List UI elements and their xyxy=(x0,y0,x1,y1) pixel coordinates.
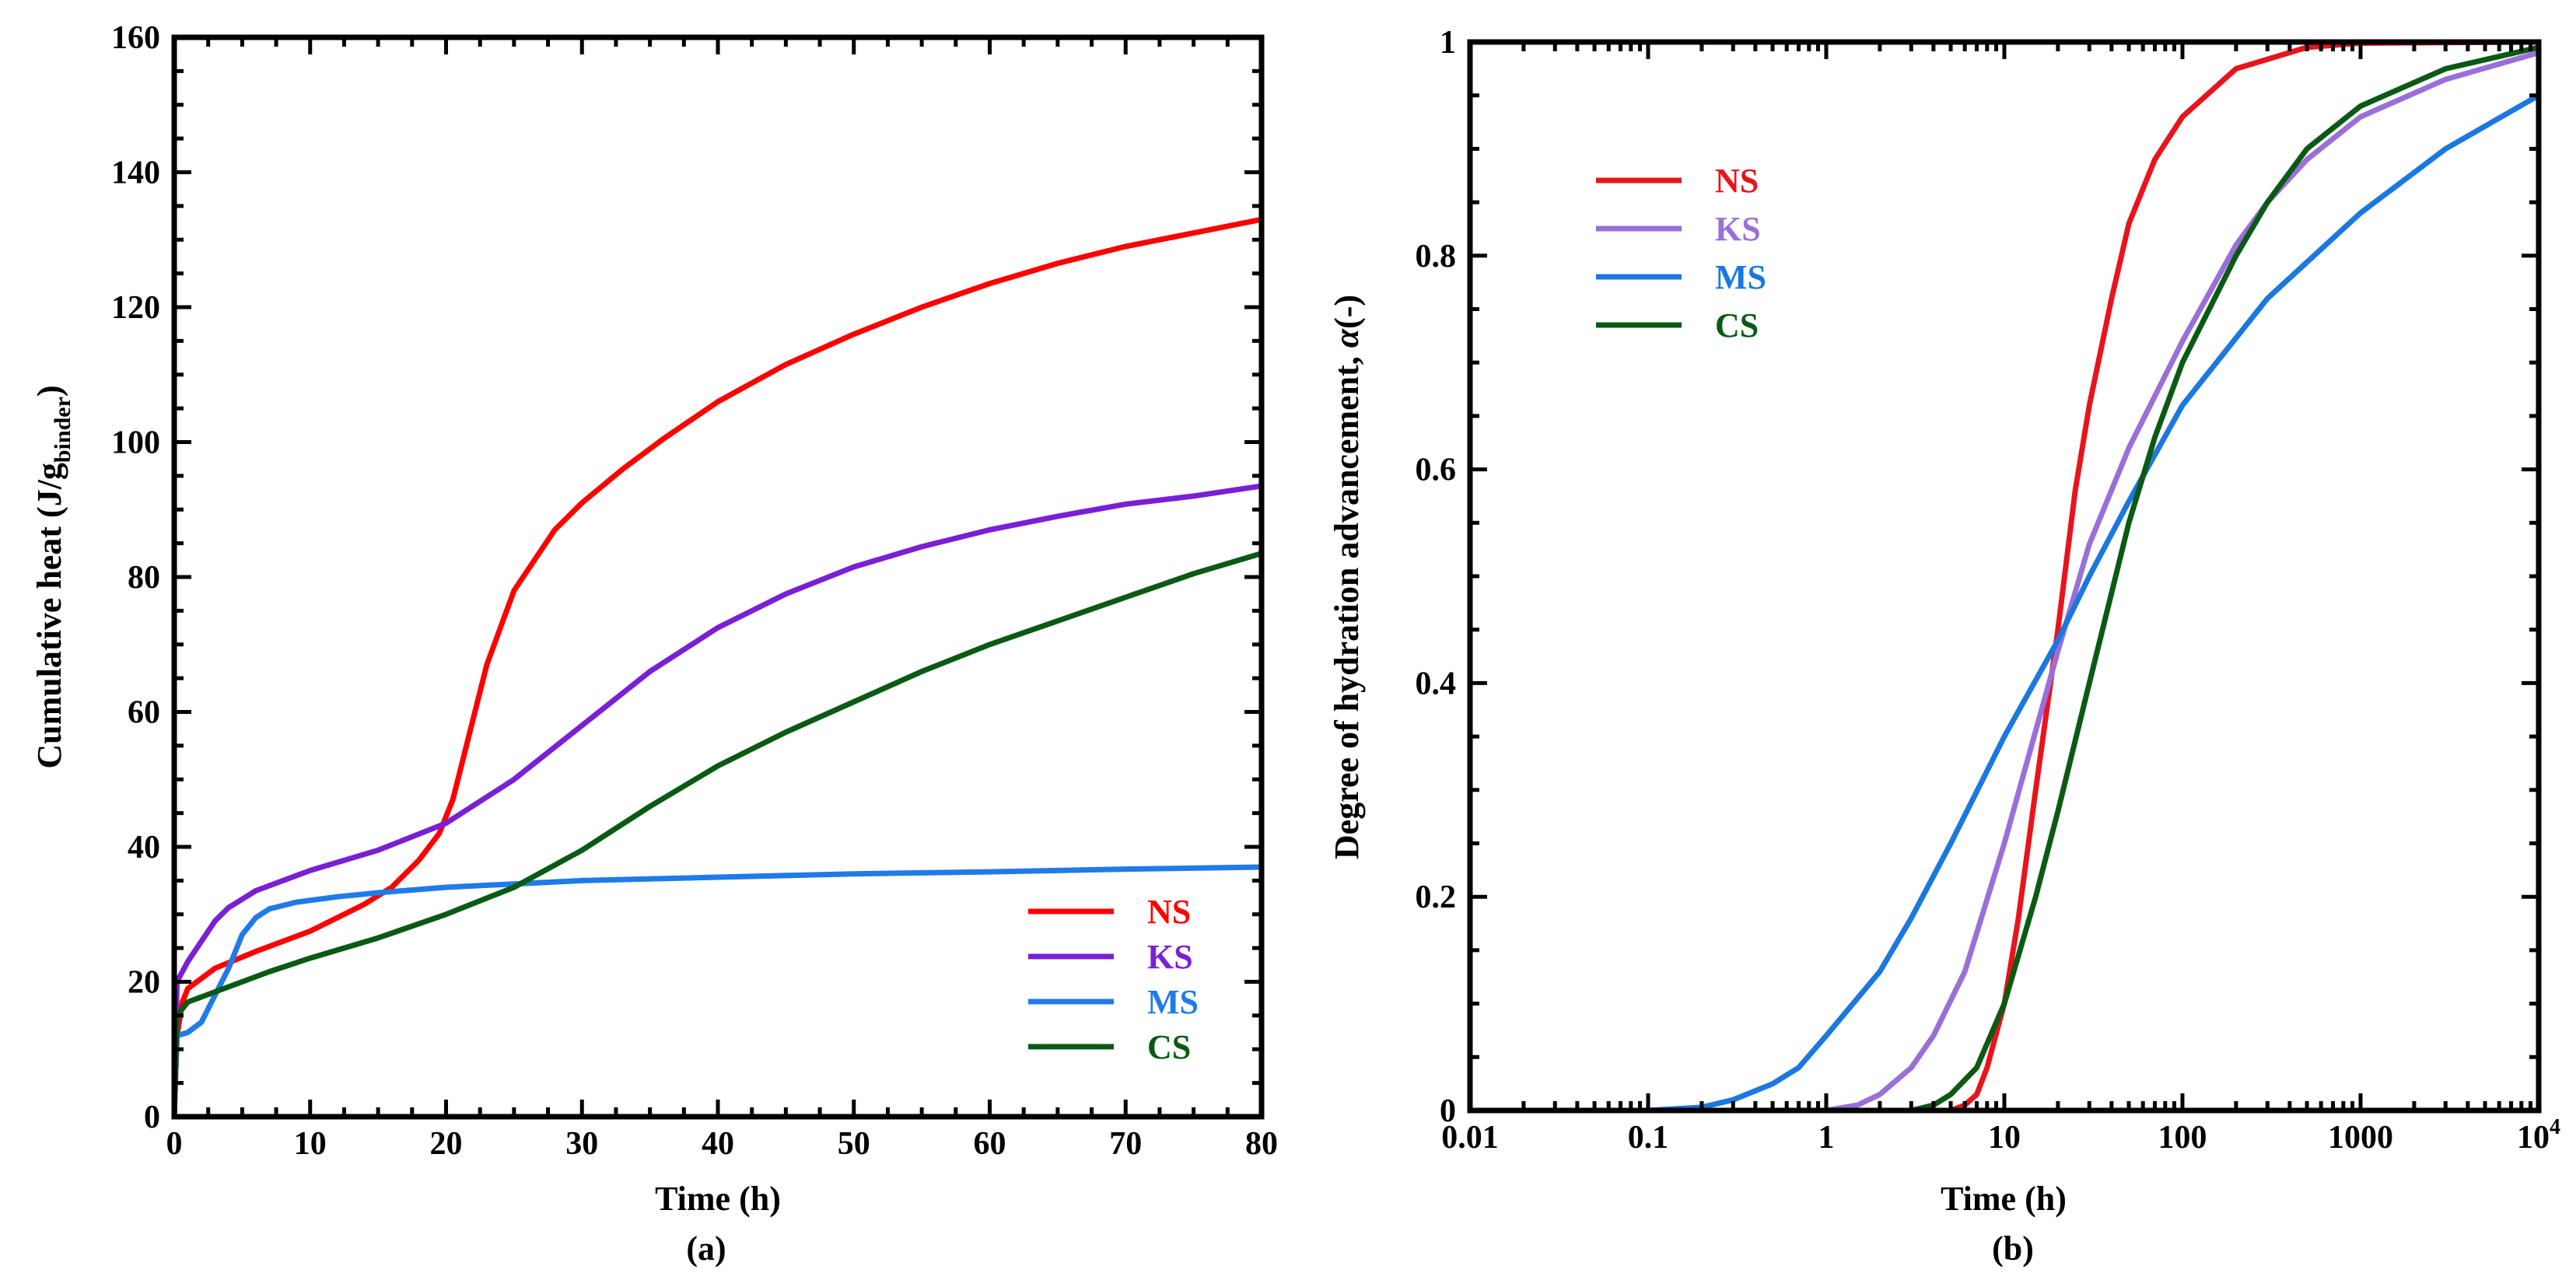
panel-b-series-cs xyxy=(1467,44,2542,1114)
panel-a-y-tick-label: 80 xyxy=(128,560,160,596)
panel-b-y-axis-label: Degree of hydration advancement, α(-) xyxy=(1328,295,1366,859)
panel-b-y-tick-label: 1 xyxy=(1440,25,1456,61)
panel-a-series-ms xyxy=(171,864,1265,1120)
panel-a-legend-label-ns: NS xyxy=(1147,893,1191,931)
panel-a-legend-label-ks: KS xyxy=(1147,938,1193,976)
panel-b-legend-label-cs: CS xyxy=(1715,306,1759,344)
panel-a-legend-label-cs: CS xyxy=(1147,1028,1191,1066)
panel-a-y-tick-label: 120 xyxy=(111,290,160,326)
panel-a-y-tick-label: 160 xyxy=(111,20,160,56)
panel-a-y-axis-label: Cumulative heat (J/gbinder) xyxy=(30,385,75,768)
panel-b-series-ks xyxy=(1467,50,2542,1114)
panel-a-x-tick-label: 40 xyxy=(702,1126,734,1162)
panel-b-y-tick-label: 0.6 xyxy=(1416,453,1457,488)
panel-a-y-tick-label: 0 xyxy=(144,1100,160,1135)
panel-b-y-tick-label: 0.8 xyxy=(1416,239,1457,275)
panel-a-x-tick-label: 60 xyxy=(974,1126,1006,1162)
panel-b-x-tick-label: 0.01 xyxy=(1441,1120,1499,1156)
panel-a-cumulative-heat: 0 10 20 30 40 50 60 70 80 0 20 40 60 80 100 120 140 160 T… xyxy=(30,20,1278,1268)
panel-a-series-ks xyxy=(171,483,1265,1120)
panel-b-x-tick-label: 104 xyxy=(2517,1115,2560,1156)
panel-a-caption: (a) xyxy=(686,1229,726,1268)
panel-a-series-cs xyxy=(171,551,1265,1120)
panel-b-x-axis-label: Time (h) xyxy=(1941,1180,2067,1218)
panel-b-x-tick-label: 1 xyxy=(1818,1120,1835,1156)
panel-b-x-tick-label: 1000 xyxy=(2328,1120,2393,1156)
panel-b-legend-label-ns: NS xyxy=(1715,162,1759,200)
panel-a-y-tick-label: 20 xyxy=(128,965,160,1001)
panel-b-legend-label-ks: KS xyxy=(1715,210,1761,248)
panel-b-x-tick-exponent: 4 xyxy=(2550,1115,2560,1139)
panel-b-x-tick-label: 10 xyxy=(1988,1120,2021,1156)
panel-a-x-tick-label: 50 xyxy=(838,1126,870,1162)
panel-b-y-tick-label: 0.2 xyxy=(1416,880,1457,915)
panel-a-y-tick-label: 60 xyxy=(128,695,160,731)
panel-a-legend: NS KS MS CS xyxy=(1028,893,1199,1066)
panel-a-x-tick-label: 0 xyxy=(166,1126,183,1162)
panel-a-series-ns xyxy=(171,216,1265,1120)
panel-b-y-tick-label: 0 xyxy=(1440,1093,1456,1129)
panel-a-plot-frame xyxy=(171,34,1265,1120)
panel-b-legend: NS KS MS CS xyxy=(1596,162,1766,344)
panel-b-hydration-advancement: 0.01 0.1 1 10 100 1000 104 0 0.2 0.4 0.6 0.8 1 Time … xyxy=(1328,25,2560,1268)
panel-b-plot-frame xyxy=(1467,39,2542,1114)
panel-b-x-tick-label: 0.1 xyxy=(1628,1120,1669,1156)
panel-b-series-ms xyxy=(1467,93,2542,1114)
panel-a-y-tick-label: 140 xyxy=(111,156,160,191)
panel-a-y-tick-label: 40 xyxy=(128,830,160,866)
panel-a-x-tick-label: 20 xyxy=(430,1126,463,1162)
panel-a-x-tick-label: 30 xyxy=(565,1126,598,1162)
panel-a-x-tick-label: 70 xyxy=(1109,1126,1142,1162)
panel-b-y-tick-label: 0.4 xyxy=(1416,666,1457,701)
panel-a-y-tick-label: 100 xyxy=(111,425,160,461)
panel-b-caption: (b) xyxy=(1992,1229,2034,1268)
panel-b-series-ns xyxy=(1467,39,2542,1114)
panel-a-x-axis-label: Time (h) xyxy=(655,1180,781,1218)
panel-a-x-tick-label: 80 xyxy=(1245,1126,1278,1162)
panel-b-x-tick-label: 100 xyxy=(2158,1120,2207,1156)
panel-b-legend-label-ms: MS xyxy=(1715,258,1766,296)
panel-a-legend-label-ms: MS xyxy=(1147,983,1199,1021)
panel-a-x-tick-label: 10 xyxy=(294,1126,327,1162)
